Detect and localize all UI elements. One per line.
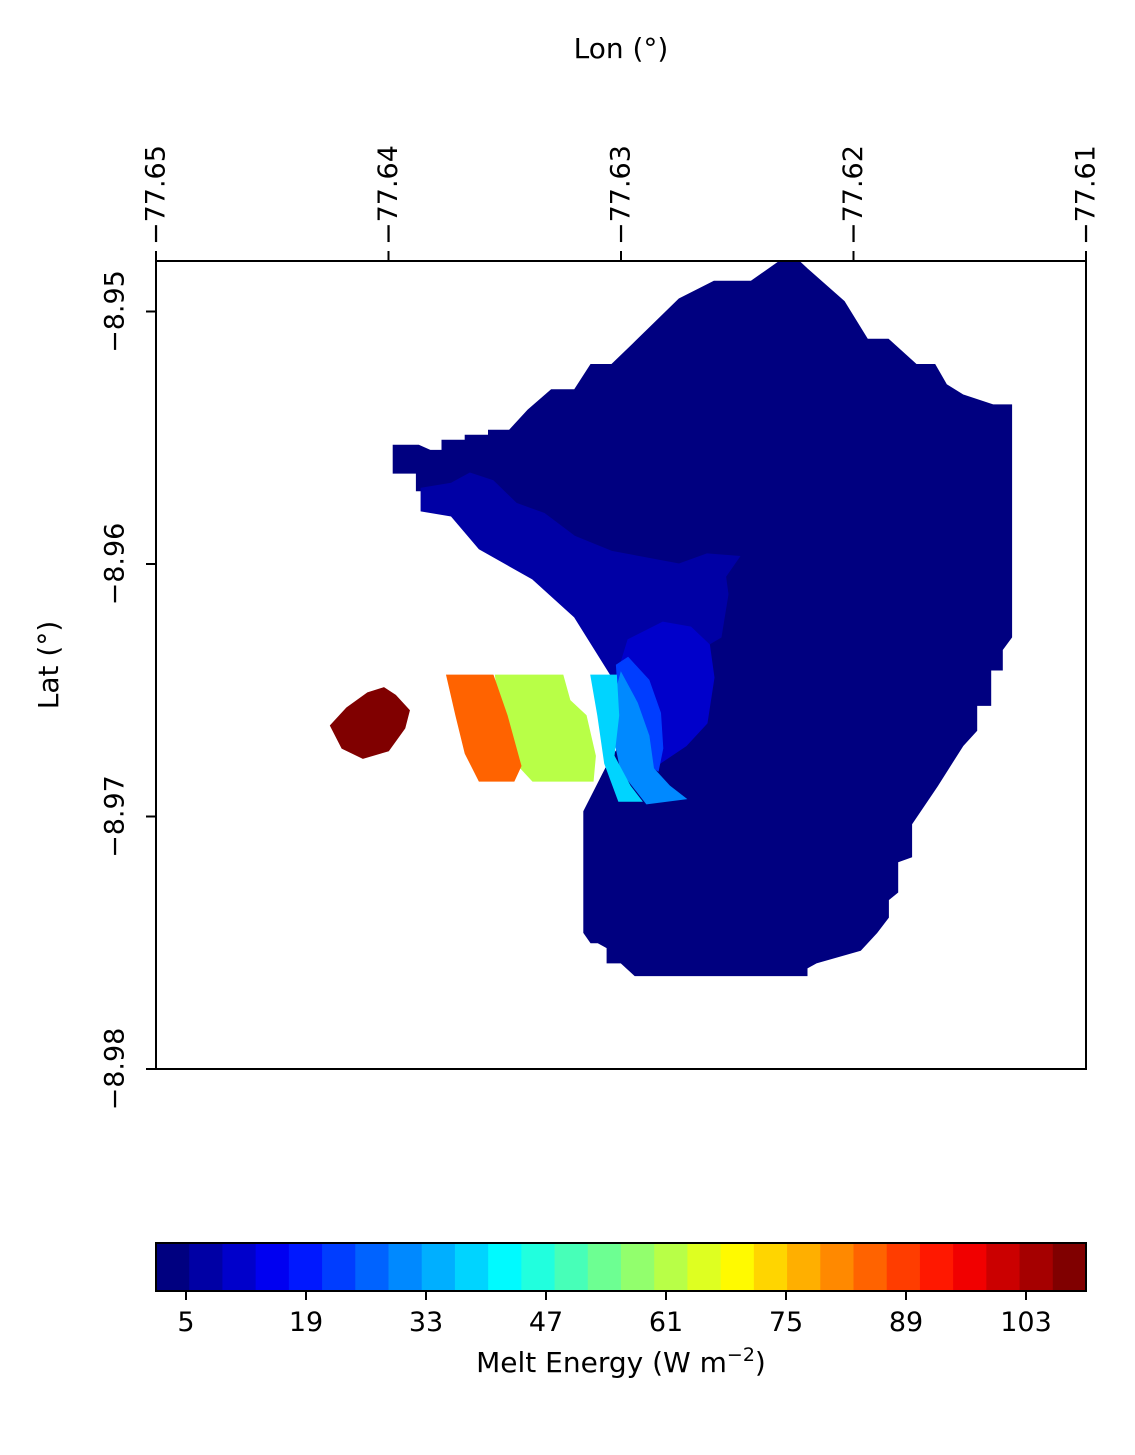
colorbar-segment-10 xyxy=(488,1243,522,1291)
colorbar-segment-1 xyxy=(189,1243,224,1291)
colorbar-tick-label-0: 5 xyxy=(177,1307,194,1338)
colorbar-segment-13 xyxy=(587,1243,622,1291)
x-tick-label-2: −77.63 xyxy=(606,145,637,245)
x-tick-label-4: −77.61 xyxy=(1071,145,1102,245)
colorbar-segment-23 xyxy=(919,1243,954,1291)
colorbar-title-suffix: ) xyxy=(755,1346,766,1379)
colorbar: 5 19 33 47 61 75 89 103 xyxy=(155,1242,1087,1338)
colorbar-tick-label-7: 103 xyxy=(1000,1307,1052,1338)
colorbar-segment-6 xyxy=(355,1243,390,1291)
colorbar-tick-label-4: 61 xyxy=(649,1307,683,1338)
heatmap-region-8 xyxy=(329,687,410,759)
y-tick-label-0: −8.95 xyxy=(100,270,131,353)
x-axis-title: Lon (°) xyxy=(574,32,669,65)
colorbar-tick-label-5: 75 xyxy=(769,1307,803,1338)
colorbar-segment-26 xyxy=(1019,1243,1054,1291)
colorbar-tick-label-2: 33 xyxy=(409,1307,443,1338)
heatmap-region-5 xyxy=(590,674,643,802)
y-tick-label-3: −8.98 xyxy=(100,1028,131,1111)
x-tick-label-3: −77.62 xyxy=(838,145,869,245)
colorbar-segment-18 xyxy=(753,1243,788,1291)
colorbar-tick-label-1: 19 xyxy=(289,1307,323,1338)
x-tick-label-1: −77.64 xyxy=(373,145,404,245)
colorbar-segment-8 xyxy=(421,1243,456,1291)
heatmap-region-7 xyxy=(445,674,522,782)
colorbar-title-main: Melt Energy (W m xyxy=(476,1346,727,1379)
colorbar-segment-19 xyxy=(787,1243,821,1291)
x-tick-label-0: −77.65 xyxy=(141,145,172,245)
colorbar-segment-20 xyxy=(820,1243,855,1291)
colorbar-segment-24 xyxy=(953,1243,987,1291)
colorbar-segment-16 xyxy=(687,1243,722,1291)
colorbar-segment-7 xyxy=(388,1243,423,1291)
colorbar-title-superscript: −2 xyxy=(727,1344,755,1366)
colorbar-tick-label-3: 47 xyxy=(529,1307,563,1338)
colorbar-segment-12 xyxy=(554,1243,589,1291)
colorbar-frame xyxy=(155,1242,1087,1292)
colorbar-segment-15 xyxy=(654,1243,689,1291)
y-tick-label-2: −8.97 xyxy=(100,775,131,858)
heatmap-regions xyxy=(329,261,1013,977)
colorbar-segment-21 xyxy=(853,1243,888,1291)
colorbar-segment-4 xyxy=(288,1243,323,1291)
colorbar-segment-2 xyxy=(222,1243,257,1291)
colorbar-segment-0 xyxy=(156,1243,190,1291)
colorbar-segment-3 xyxy=(255,1243,290,1291)
colorbar-segment-9 xyxy=(454,1243,489,1291)
x-axis: −77.65 −77.64 −77.63 −77.62 −77.61 xyxy=(141,145,1102,261)
y-axis-title: Lat (°) xyxy=(32,621,65,709)
y-tick-label-1: −8.96 xyxy=(100,523,131,606)
colorbar-segment-27 xyxy=(1052,1243,1087,1291)
colorbar-tick-label-6: 89 xyxy=(889,1307,923,1338)
colorbar-segment-17 xyxy=(720,1243,755,1291)
colorbar-segment-14 xyxy=(621,1243,655,1291)
colorbar-segment-5 xyxy=(322,1243,356,1291)
colorbar-title: Melt Energy (W m−2) xyxy=(476,1344,766,1379)
colorbar-segment-11 xyxy=(521,1243,556,1291)
colorbar-segment-25 xyxy=(986,1243,1021,1291)
colorbar-segment-22 xyxy=(886,1243,921,1291)
y-axis: −8.95 −8.96 −8.97 −8.98 xyxy=(100,270,156,1111)
